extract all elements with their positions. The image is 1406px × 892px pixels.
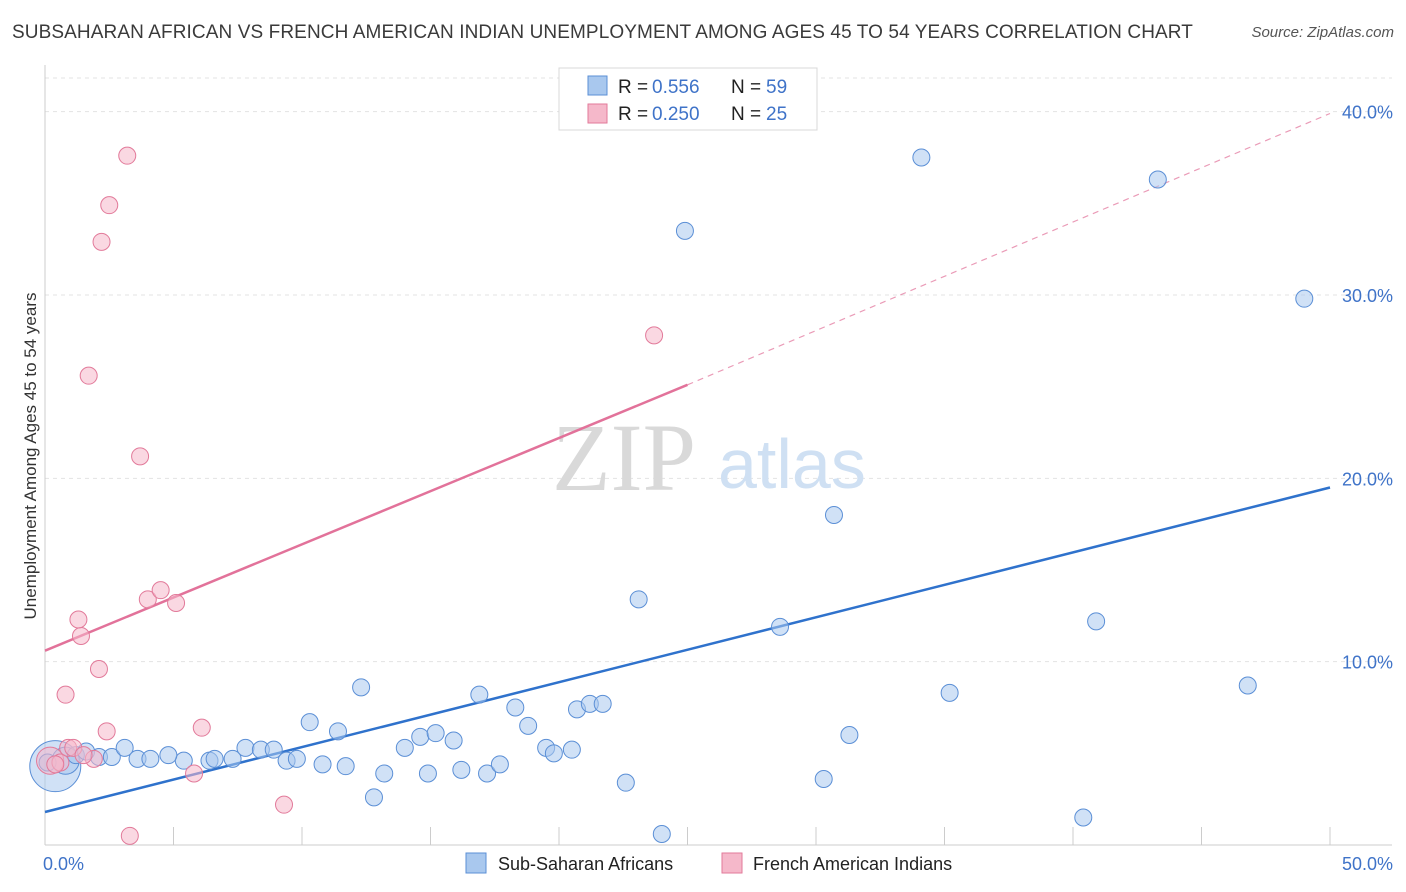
pink-point-19 <box>192 718 211 737</box>
blue-point-16 <box>264 740 283 759</box>
blue-point-38 <box>544 744 563 763</box>
blue-point-53 <box>1074 808 1093 827</box>
blue-point-8 <box>141 749 160 768</box>
blue-point-54 <box>1087 612 1106 631</box>
legend-n-label-1: N = <box>731 77 761 98</box>
legend-n-value-1: 59 <box>766 77 787 98</box>
trend-line-1 <box>44 383 688 652</box>
y-axis-label: Unemployment Among Ages 45 to 54 years <box>21 293 40 620</box>
legend-r-label-2: R = <box>618 104 648 125</box>
legend-swatch-blue <box>587 75 608 96</box>
pink-point-6 <box>79 366 98 385</box>
blue-point-43 <box>616 773 635 792</box>
blue-point-50 <box>840 726 859 744</box>
legend-r-value-1: 0.556 <box>652 77 700 98</box>
blue-point-23 <box>352 678 371 697</box>
blue-point-18 <box>287 749 306 768</box>
bottom-legend-label-pink: French American Indians <box>753 854 952 874</box>
watermark-zip: ZIP <box>552 404 696 511</box>
pink-point-15 <box>138 590 157 609</box>
bottom-legend-swatch-blue <box>465 852 487 874</box>
blue-point-12 <box>205 749 224 768</box>
blue-point-24 <box>364 788 383 807</box>
legend-r-label-1: R = <box>618 77 648 98</box>
series-legend: Sub-Saharan Africans French American Ind… <box>465 852 952 874</box>
blue-point-56 <box>1238 676 1257 695</box>
blue-point-48 <box>814 770 833 788</box>
blue-point-57 <box>1295 289 1314 308</box>
blue-point-27 <box>411 727 430 746</box>
chart-title: SUBSAHARAN AFRICAN VS FRENCH AMERICAN IN… <box>12 22 1193 43</box>
blue-point-20 <box>313 755 332 774</box>
blue-point-22 <box>336 757 355 776</box>
pink-point-14 <box>131 447 150 466</box>
pink-point-24 <box>74 746 93 765</box>
blue-point-30 <box>444 731 463 750</box>
tick-labels: 10.0% 20.0% 30.0% 40.0% 0.0% 50.0% <box>43 103 1393 874</box>
blue-point-13 <box>223 749 242 768</box>
pink-point-22 <box>56 685 75 704</box>
blue-point-31 <box>452 760 471 779</box>
pink-point-8 <box>89 660 108 678</box>
pink-point-13 <box>120 826 139 845</box>
blue-point-45 <box>652 825 671 843</box>
x-tick-label-1: 50.0% <box>1342 854 1393 874</box>
blue-point-36 <box>519 716 538 735</box>
blue-point-6 <box>115 738 134 757</box>
pink-point-23 <box>46 755 65 774</box>
grid-lines <box>45 77 1392 663</box>
blue-point-39 <box>562 740 581 759</box>
blue-point-26 <box>395 738 414 757</box>
pink-point-11 <box>97 722 116 741</box>
pink-point-9 <box>92 232 111 251</box>
pink-point-21 <box>645 326 664 345</box>
blue-point-34 <box>490 755 509 774</box>
blue-point-42 <box>593 694 612 713</box>
data-points <box>29 146 1314 845</box>
chart-source: Source: ZipAtlas.com <box>1251 24 1394 41</box>
y-tick-label-3: 40.0% <box>1342 103 1393 123</box>
trend-line-extension-1 <box>687 112 1331 386</box>
axes <box>44 65 1392 846</box>
pink-point-5 <box>69 610 88 629</box>
blue-point-29 <box>426 724 445 743</box>
blue-point-47 <box>771 617 790 636</box>
pink-point-17 <box>167 594 186 612</box>
blue-point-14 <box>236 738 255 757</box>
blue-point-55 <box>1148 170 1167 189</box>
pink-point-18 <box>185 764 204 783</box>
x-tick-label-0: 0.0% <box>43 854 84 874</box>
blue-point-5 <box>102 748 121 766</box>
pink-point-16 <box>151 581 170 600</box>
blue-point-49 <box>824 506 843 524</box>
blue-point-32 <box>470 685 489 704</box>
y-tick-label-1: 20.0% <box>1342 469 1393 489</box>
blue-point-35 <box>506 698 525 717</box>
bottom-legend-label-blue: Sub-Saharan Africans <box>498 854 673 874</box>
blue-point-46 <box>675 221 694 240</box>
legend-swatch-pink <box>587 103 608 124</box>
blue-point-25 <box>375 764 394 783</box>
bottom-legend-swatch-pink <box>721 852 743 874</box>
correlation-legend: R = 0.556 N = 59 R = 0.250 N = 25 <box>558 67 818 131</box>
blue-point-10 <box>159 746 178 765</box>
pink-point-4 <box>71 627 90 645</box>
blue-point-52 <box>940 683 959 702</box>
legend-r-value-2: 0.250 <box>652 104 700 125</box>
y-tick-label-2: 30.0% <box>1342 286 1393 306</box>
blue-point-21 <box>328 722 347 741</box>
pink-point-20 <box>275 795 294 814</box>
blue-point-33 <box>478 764 497 783</box>
legend-n-label-2: N = <box>731 104 761 125</box>
y-tick-label-0: 10.0% <box>1342 653 1393 673</box>
legend-n-value-2: 25 <box>766 104 787 125</box>
blue-point-44 <box>629 590 648 609</box>
blue-point-19 <box>300 713 319 732</box>
blue-point-51 <box>912 148 931 167</box>
pink-point-12 <box>118 146 137 165</box>
pink-point-10 <box>100 196 119 215</box>
blue-point-28 <box>418 764 437 783</box>
watermark-atlas: atlas <box>718 425 866 503</box>
